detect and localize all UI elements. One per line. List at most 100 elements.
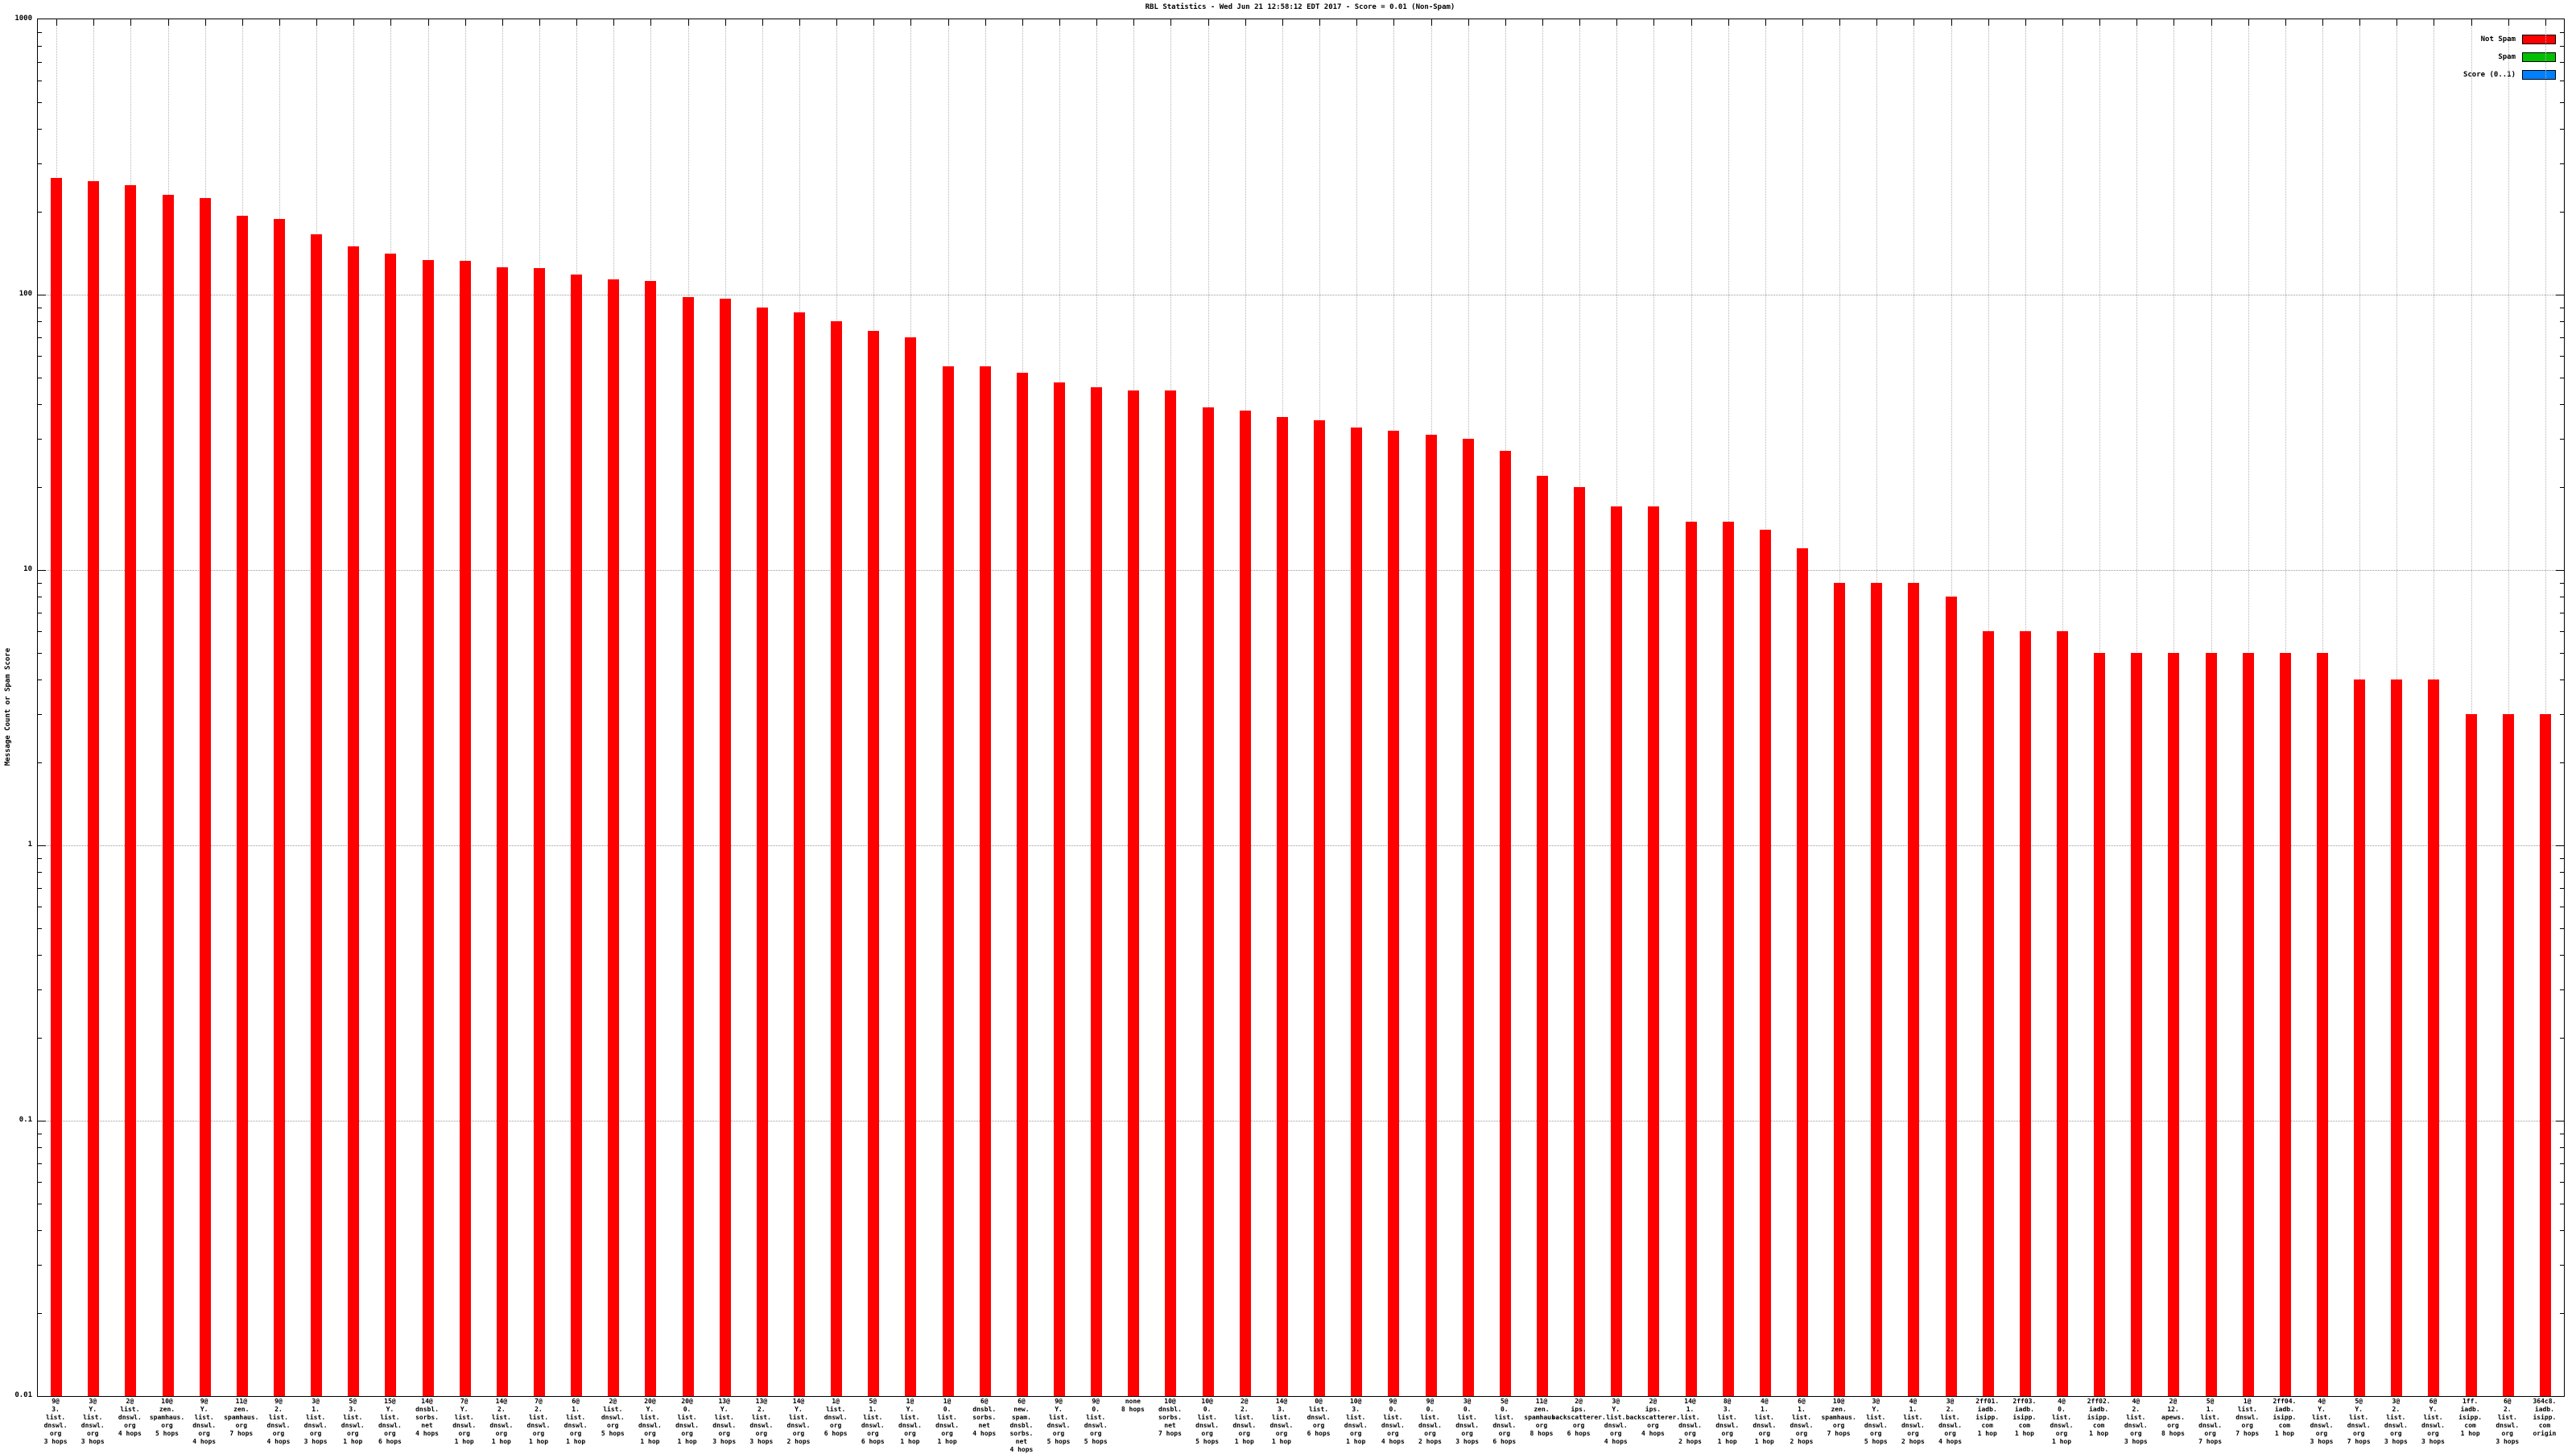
x-tick-label-line: 2ff04. [2273,1398,2297,1405]
bar-slot [1004,19,1041,1396]
bar [2502,713,2514,1396]
minor-tick [2560,129,2564,130]
x-tick-top [1505,19,1506,26]
x-tick-label-line: org [1684,1430,1696,1437]
x-tick-top [2471,19,2472,26]
bar [1351,427,1363,1396]
x-tick-label-line: list. [1457,1414,1477,1421]
bar-slot [1152,19,1189,1396]
y-axis-tick-labels: 1000 100 10 1 0.1 0.01 [0,14,32,1399]
x-tick-label-line: iadb. [2089,1406,2109,1413]
x-tick-label-line: org [198,1430,210,1437]
x-tick-label-line: iadb. [2534,1406,2554,1413]
x-tick-label-line: 1. [312,1406,320,1413]
x-tick-label-line: dnswl. [2347,1422,2371,1429]
x-tick-label-line: 9@ [1055,1398,1063,1405]
x-tick-label-line: dnswl. [675,1422,700,1429]
bar-slot [1227,19,1264,1396]
minor-tick [2560,582,2564,584]
x-tick-label-line: dnswl. [1418,1422,1442,1429]
x-tick-label-line: 4 hops [1641,1430,1665,1437]
x-tick-label-line: dnswl. [341,1422,365,1429]
bar [1759,530,1771,1396]
x-tick-top [539,19,540,26]
x-tick-label: 6@ dnsbl. sorbs. net 4 hops [940,1398,1029,1438]
bar-slot [1635,19,1672,1396]
x-tick-label-line: isipp. [2533,1414,2557,1421]
x-tick-label-line: 3@ [312,1398,320,1405]
bar [1388,431,1400,1396]
bar [682,297,694,1396]
x-tick-label-line: 1. [1761,1406,1769,1413]
x-tick-label-line: dnswl. [861,1422,885,1429]
x-tick-label: 2@ ips. backscatterer. org 6 hops [1534,1398,1623,1438]
x-tick-top [1208,19,1209,26]
minor-tick [2560,927,2564,929]
x-tick-label-line: dnswl. [1938,1422,1963,1429]
x-tick-top [985,19,986,26]
x-tick-label-line: apews. [2161,1414,2185,1421]
x-tick-label-line: org [644,1430,656,1437]
x-tick-label: 7@ Y. list. dnswl. org 1 hop [420,1398,509,1446]
bar-slot [2044,19,2081,1396]
x-tick-label-line: 6 hops [861,1438,885,1445]
minor-tick [38,679,42,681]
x-tick-label-line: 1 hop [900,1438,920,1445]
minor-tick [38,487,42,489]
x-tick-label-line: com [2018,1422,2031,1429]
x-tick-label: 15@ Y. list. dnswl. org 6 hops [345,1398,434,1446]
x-tick-label-line: org [2241,1422,2253,1429]
x-tick-top [1988,19,1989,26]
x-tick-label-line: 1 hop [2014,1430,2034,1437]
x-tick-label-line: org [1089,1430,1102,1437]
bar-slot [521,19,558,1396]
bar [1908,582,1920,1396]
minor-tick [38,212,42,213]
x-tick-label-line: 3@ [1463,1398,1472,1405]
x-tick-label-line: 1@ [832,1398,840,1405]
bar-slot [2193,19,2230,1396]
x-tick-label-line: list. [2349,1414,2369,1421]
x-tick-label-line: org [904,1430,916,1437]
x-tick-label-line: list. [1791,1414,1812,1421]
minor-tick [38,1313,42,1315]
minor-tick [38,955,42,956]
bar-slot [2378,19,2415,1396]
x-tick-top [613,19,615,26]
legend-swatch [2522,35,2556,44]
x-tick-label-line: org [941,1430,953,1437]
x-tick-top [1468,19,1469,26]
bar-slot [261,19,298,1396]
x-tick-label: 10@ zen. spamhaus. org 5 hops [123,1398,212,1438]
x-tick-label-line: 14@ [421,1398,433,1405]
bar-slot [1375,19,1412,1396]
bar [1685,521,1697,1396]
x-tick-label: 6@ 2. list. dnswl. org 3 hops [2463,1398,2552,1446]
minor-tick [2560,163,2564,164]
x-tick-top [1319,19,1321,26]
x-tick-label-line: list. [380,1414,400,1421]
x-tick-label-line: org [1907,1430,1919,1437]
x-tick-label-line: 6 hops [1307,1430,1331,1437]
minor-tick [2560,1264,2564,1266]
x-tick-label: 3@ Y. list. dnswl. org 4 hops [1571,1398,1660,1446]
x-tick-label-line: list. [1754,1414,1774,1421]
bar-slot [484,19,521,1396]
x-tick-label-line: list. [1271,1414,1291,1421]
bar [2465,713,2477,1396]
bar [2317,652,2329,1396]
x-tick-label-line: Y. [386,1406,394,1413]
x-tick-label-line: ips. [1571,1406,1587,1413]
x-tick-label: 9@ 0. list. dnswl. org 2 hops [1386,1398,1475,1446]
x-tick-label: 0@ list. dnswl. org 6 hops [1274,1398,1363,1438]
x-tick-top [1542,19,1543,26]
x-tick-top [836,19,838,26]
bar-slot [372,19,409,1396]
minor-tick [38,101,42,103]
x-tick-label-line: dnswl. [43,1422,68,1429]
x-tick-label-line: 1. [2206,1406,2215,1413]
x-tick-label-line: dnswl. [378,1422,402,1429]
x-tick-label-line: dnswl. [1195,1422,1220,1429]
x-tick-top [2508,19,2509,26]
minor-tick [2560,762,2564,764]
